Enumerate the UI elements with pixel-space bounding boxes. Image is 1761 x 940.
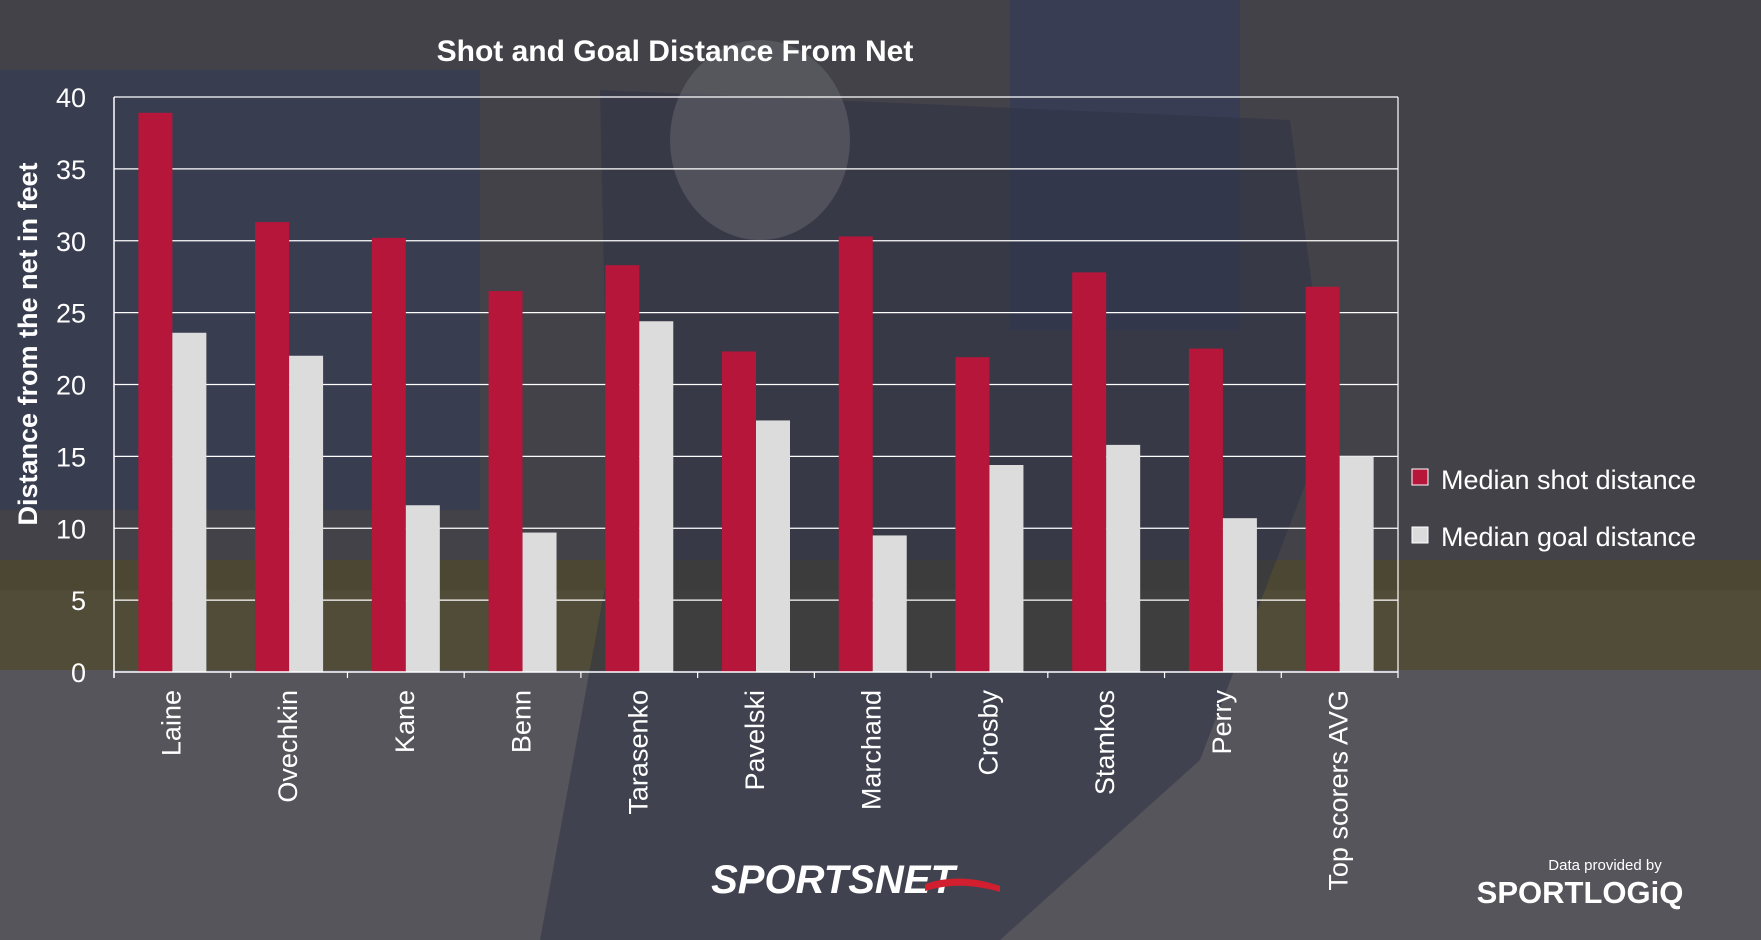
bars xyxy=(138,112,1374,672)
y-axis-title: Distance from the net in feet xyxy=(13,162,43,525)
shot-distance-bar xyxy=(488,291,523,672)
shot-distance-bar xyxy=(1072,272,1107,672)
x-category-label: Tarasenko xyxy=(623,690,653,815)
y-tick-label: 10 xyxy=(56,514,86,544)
goal-distance-bar xyxy=(989,465,1024,672)
goal-distance-bar xyxy=(872,535,907,672)
goal-distance-bar xyxy=(522,532,557,672)
x-category-label: Crosby xyxy=(973,690,1003,776)
shot-distance-bar xyxy=(838,236,873,672)
x-category-label: Ovechkin xyxy=(273,690,303,803)
sportlogiq-logo: SPORTLOGiQ xyxy=(1477,875,1684,910)
x-axis xyxy=(113,97,1399,678)
x-category-label: Laine xyxy=(156,690,186,756)
y-tick-label: 35 xyxy=(56,155,86,185)
y-tick-label: 15 xyxy=(56,442,86,472)
x-category-label: Top scorers AVG xyxy=(1324,690,1354,891)
x-category-label: Pavelski xyxy=(740,690,770,791)
legend-label-shot: Median shot distance xyxy=(1441,465,1696,495)
legend-label-goal: Median goal distance xyxy=(1441,522,1696,552)
legend: Median shot distance Median goal distanc… xyxy=(1411,465,1696,552)
shot-distance-bar xyxy=(955,357,990,672)
sportsnet-logo-swoosh xyxy=(925,878,1000,892)
goal-distance-bar xyxy=(405,505,440,672)
x-category-label: Marchand xyxy=(857,690,887,810)
shot-distance-bar xyxy=(138,112,173,672)
goal-distance-bar xyxy=(289,355,324,672)
sportsnet-logo-text: SPORTSNET xyxy=(711,858,958,902)
y-axis-ticks: 0 5 10 15 20 25 30 35 40 xyxy=(56,83,86,688)
y-tick-label: 0 xyxy=(71,658,86,688)
legend-swatch-shot xyxy=(1411,468,1429,486)
shot-distance-bar xyxy=(1305,286,1340,672)
shot-distance-bar xyxy=(605,265,640,672)
y-tick-label: 25 xyxy=(56,299,86,329)
x-category-label: Benn xyxy=(507,690,537,753)
goal-distance-bar xyxy=(1222,518,1257,672)
legend-swatch-goal xyxy=(1411,526,1429,544)
y-tick-label: 5 xyxy=(71,586,86,616)
y-tick-label: 30 xyxy=(56,227,86,257)
x-category-label: Stamkos xyxy=(1090,690,1120,795)
x-category-label: Kane xyxy=(390,690,420,753)
shot-distance-bar xyxy=(1188,348,1223,672)
goal-distance-bar xyxy=(172,332,207,672)
sportsnet-logo: SPORTSNET xyxy=(711,858,1000,902)
shot-distance-bar xyxy=(722,351,756,672)
goal-distance-bar xyxy=(639,321,674,672)
shot-distance-bar xyxy=(255,222,290,672)
goal-distance-bar xyxy=(756,420,790,672)
goal-distance-bar xyxy=(1339,456,1374,672)
chart-title: Shot and Goal Distance From Net xyxy=(437,35,914,68)
goal-distance-bar xyxy=(1106,444,1141,672)
y-tick-label: 20 xyxy=(56,371,86,401)
data-credit-text: Data provided by xyxy=(1548,857,1662,874)
y-tick-label: 40 xyxy=(56,83,86,113)
shot-distance-bar xyxy=(371,237,406,672)
x-axis-labels: Laine Ovechkin Kane Benn Tarasenko Pavelski Ma… xyxy=(156,690,1353,891)
x-category-label: Perry xyxy=(1207,690,1237,755)
